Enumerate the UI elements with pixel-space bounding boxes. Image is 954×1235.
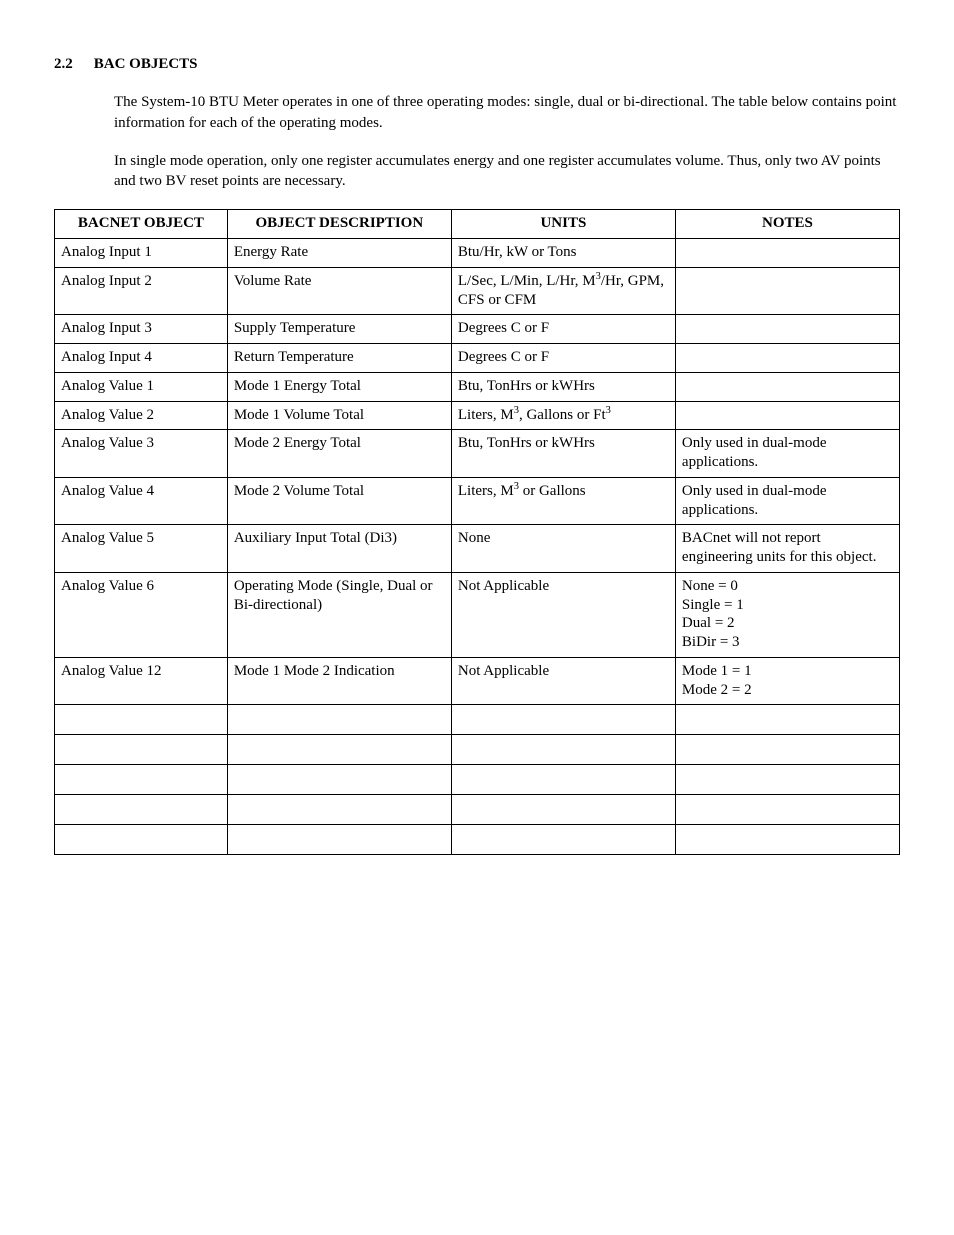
cell-notes: Only used in dual-mode applications. [675, 477, 899, 525]
paragraph: The System-10 BTU Meter operates in one … [114, 92, 900, 133]
cell-object: Analog Value 12 [55, 657, 228, 705]
table-row: Analog Input 1Energy RateBtu/Hr, kW or T… [55, 239, 900, 268]
table-row: Analog Value 1Mode 1 Energy TotalBtu, To… [55, 372, 900, 401]
cell-units: L/Sec, L/Min, L/Hr, M3/Hr, GPM, CFS or C… [451, 267, 675, 315]
cell-units: Liters, M3 or Gallons [451, 477, 675, 525]
cell-units: Btu/Hr, kW or Tons [451, 239, 675, 268]
bac-objects-table: BACNET OBJECT OBJECT DESCRIPTION UNITS N… [54, 209, 900, 855]
cell-object: Analog Value 6 [55, 572, 228, 657]
cell-notes [675, 401, 899, 430]
table-row: Analog Value 3Mode 2 Energy TotalBtu, To… [55, 430, 900, 478]
table-row-empty [55, 735, 900, 765]
table-row: Analog Input 3Supply TemperatureDegrees … [55, 315, 900, 344]
cell-object: Analog Input 3 [55, 315, 228, 344]
cell-description: Mode 2 Volume Total [227, 477, 451, 525]
table-row: Analog Value 12Mode 1 Mode 2 IndicationN… [55, 657, 900, 705]
cell-empty [675, 795, 899, 825]
section-number: 2.2 [54, 54, 90, 74]
cell-empty [227, 705, 451, 735]
section-title: BAC OBJECTS [94, 56, 198, 72]
cell-object: Analog Input 2 [55, 267, 228, 315]
cell-notes [675, 315, 899, 344]
table-row-empty [55, 705, 900, 735]
cell-object: Analog Value 2 [55, 401, 228, 430]
cell-notes [675, 239, 899, 268]
table-row-empty [55, 825, 900, 855]
cell-empty [227, 735, 451, 765]
cell-object: Analog Value 3 [55, 430, 228, 478]
cell-notes: Only used in dual-mode applications. [675, 430, 899, 478]
cell-object: Analog Value 5 [55, 525, 228, 573]
cell-notes: BACnet will not report engineering units… [675, 525, 899, 573]
cell-empty [451, 825, 675, 855]
cell-description: Auxiliary Input Total (Di3) [227, 525, 451, 573]
cell-empty [227, 765, 451, 795]
cell-units: Not Applicable [451, 657, 675, 705]
cell-object: Analog Input 4 [55, 344, 228, 373]
paragraph: In single mode operation, only one regis… [114, 151, 900, 192]
table-row: Analog Input 4Return TemperatureDegrees … [55, 344, 900, 373]
cell-description: Energy Rate [227, 239, 451, 268]
cell-empty [675, 825, 899, 855]
section-heading: 2.2 BAC OBJECTS [54, 54, 900, 74]
cell-notes: Mode 1 = 1Mode 2 = 2 [675, 657, 899, 705]
table-row: Analog Value 6Operating Mode (Single, Du… [55, 572, 900, 657]
cell-notes [675, 372, 899, 401]
cell-description: Return Temperature [227, 344, 451, 373]
cell-empty [451, 795, 675, 825]
table-row: Analog Value 5Auxiliary Input Total (Di3… [55, 525, 900, 573]
cell-units: Btu, TonHrs or kWHrs [451, 430, 675, 478]
table-body: Analog Input 1Energy RateBtu/Hr, kW or T… [55, 239, 900, 855]
cell-notes: None = 0Single = 1Dual = 2BiDir = 3 [675, 572, 899, 657]
cell-notes [675, 344, 899, 373]
cell-units: Not Applicable [451, 572, 675, 657]
cell-description: Mode 2 Energy Total [227, 430, 451, 478]
cell-empty [451, 705, 675, 735]
cell-empty [55, 825, 228, 855]
table-row: Analog Value 2Mode 1 Volume TotalLiters,… [55, 401, 900, 430]
cell-units: None [451, 525, 675, 573]
cell-description: Volume Rate [227, 267, 451, 315]
cell-object: Analog Value 1 [55, 372, 228, 401]
cell-description: Supply Temperature [227, 315, 451, 344]
cell-empty [675, 765, 899, 795]
table-row-empty [55, 765, 900, 795]
col-header: NOTES [675, 210, 899, 239]
cell-empty [451, 765, 675, 795]
cell-empty [675, 705, 899, 735]
cell-empty [675, 735, 899, 765]
cell-empty [55, 735, 228, 765]
cell-empty [55, 705, 228, 735]
cell-description: Mode 1 Volume Total [227, 401, 451, 430]
table-row: Analog Input 2Volume RateL/Sec, L/Min, L… [55, 267, 900, 315]
cell-description: Mode 1 Energy Total [227, 372, 451, 401]
col-header: OBJECT DESCRIPTION [227, 210, 451, 239]
cell-empty [451, 735, 675, 765]
table-header-row: BACNET OBJECT OBJECT DESCRIPTION UNITS N… [55, 210, 900, 239]
cell-empty [55, 765, 228, 795]
cell-object: Analog Value 4 [55, 477, 228, 525]
col-header: BACNET OBJECT [55, 210, 228, 239]
cell-notes [675, 267, 899, 315]
cell-units: Degrees C or F [451, 344, 675, 373]
cell-units: Btu, TonHrs or kWHrs [451, 372, 675, 401]
cell-empty [55, 795, 228, 825]
cell-empty [227, 825, 451, 855]
col-header: UNITS [451, 210, 675, 239]
cell-empty [227, 795, 451, 825]
cell-units: Liters, M3, Gallons or Ft3 [451, 401, 675, 430]
cell-description: Operating Mode (Single, Dual or Bi-direc… [227, 572, 451, 657]
cell-object: Analog Input 1 [55, 239, 228, 268]
table-row: Analog Value 4Mode 2 Volume TotalLiters,… [55, 477, 900, 525]
cell-units: Degrees C or F [451, 315, 675, 344]
table-row-empty [55, 795, 900, 825]
cell-description: Mode 1 Mode 2 Indication [227, 657, 451, 705]
